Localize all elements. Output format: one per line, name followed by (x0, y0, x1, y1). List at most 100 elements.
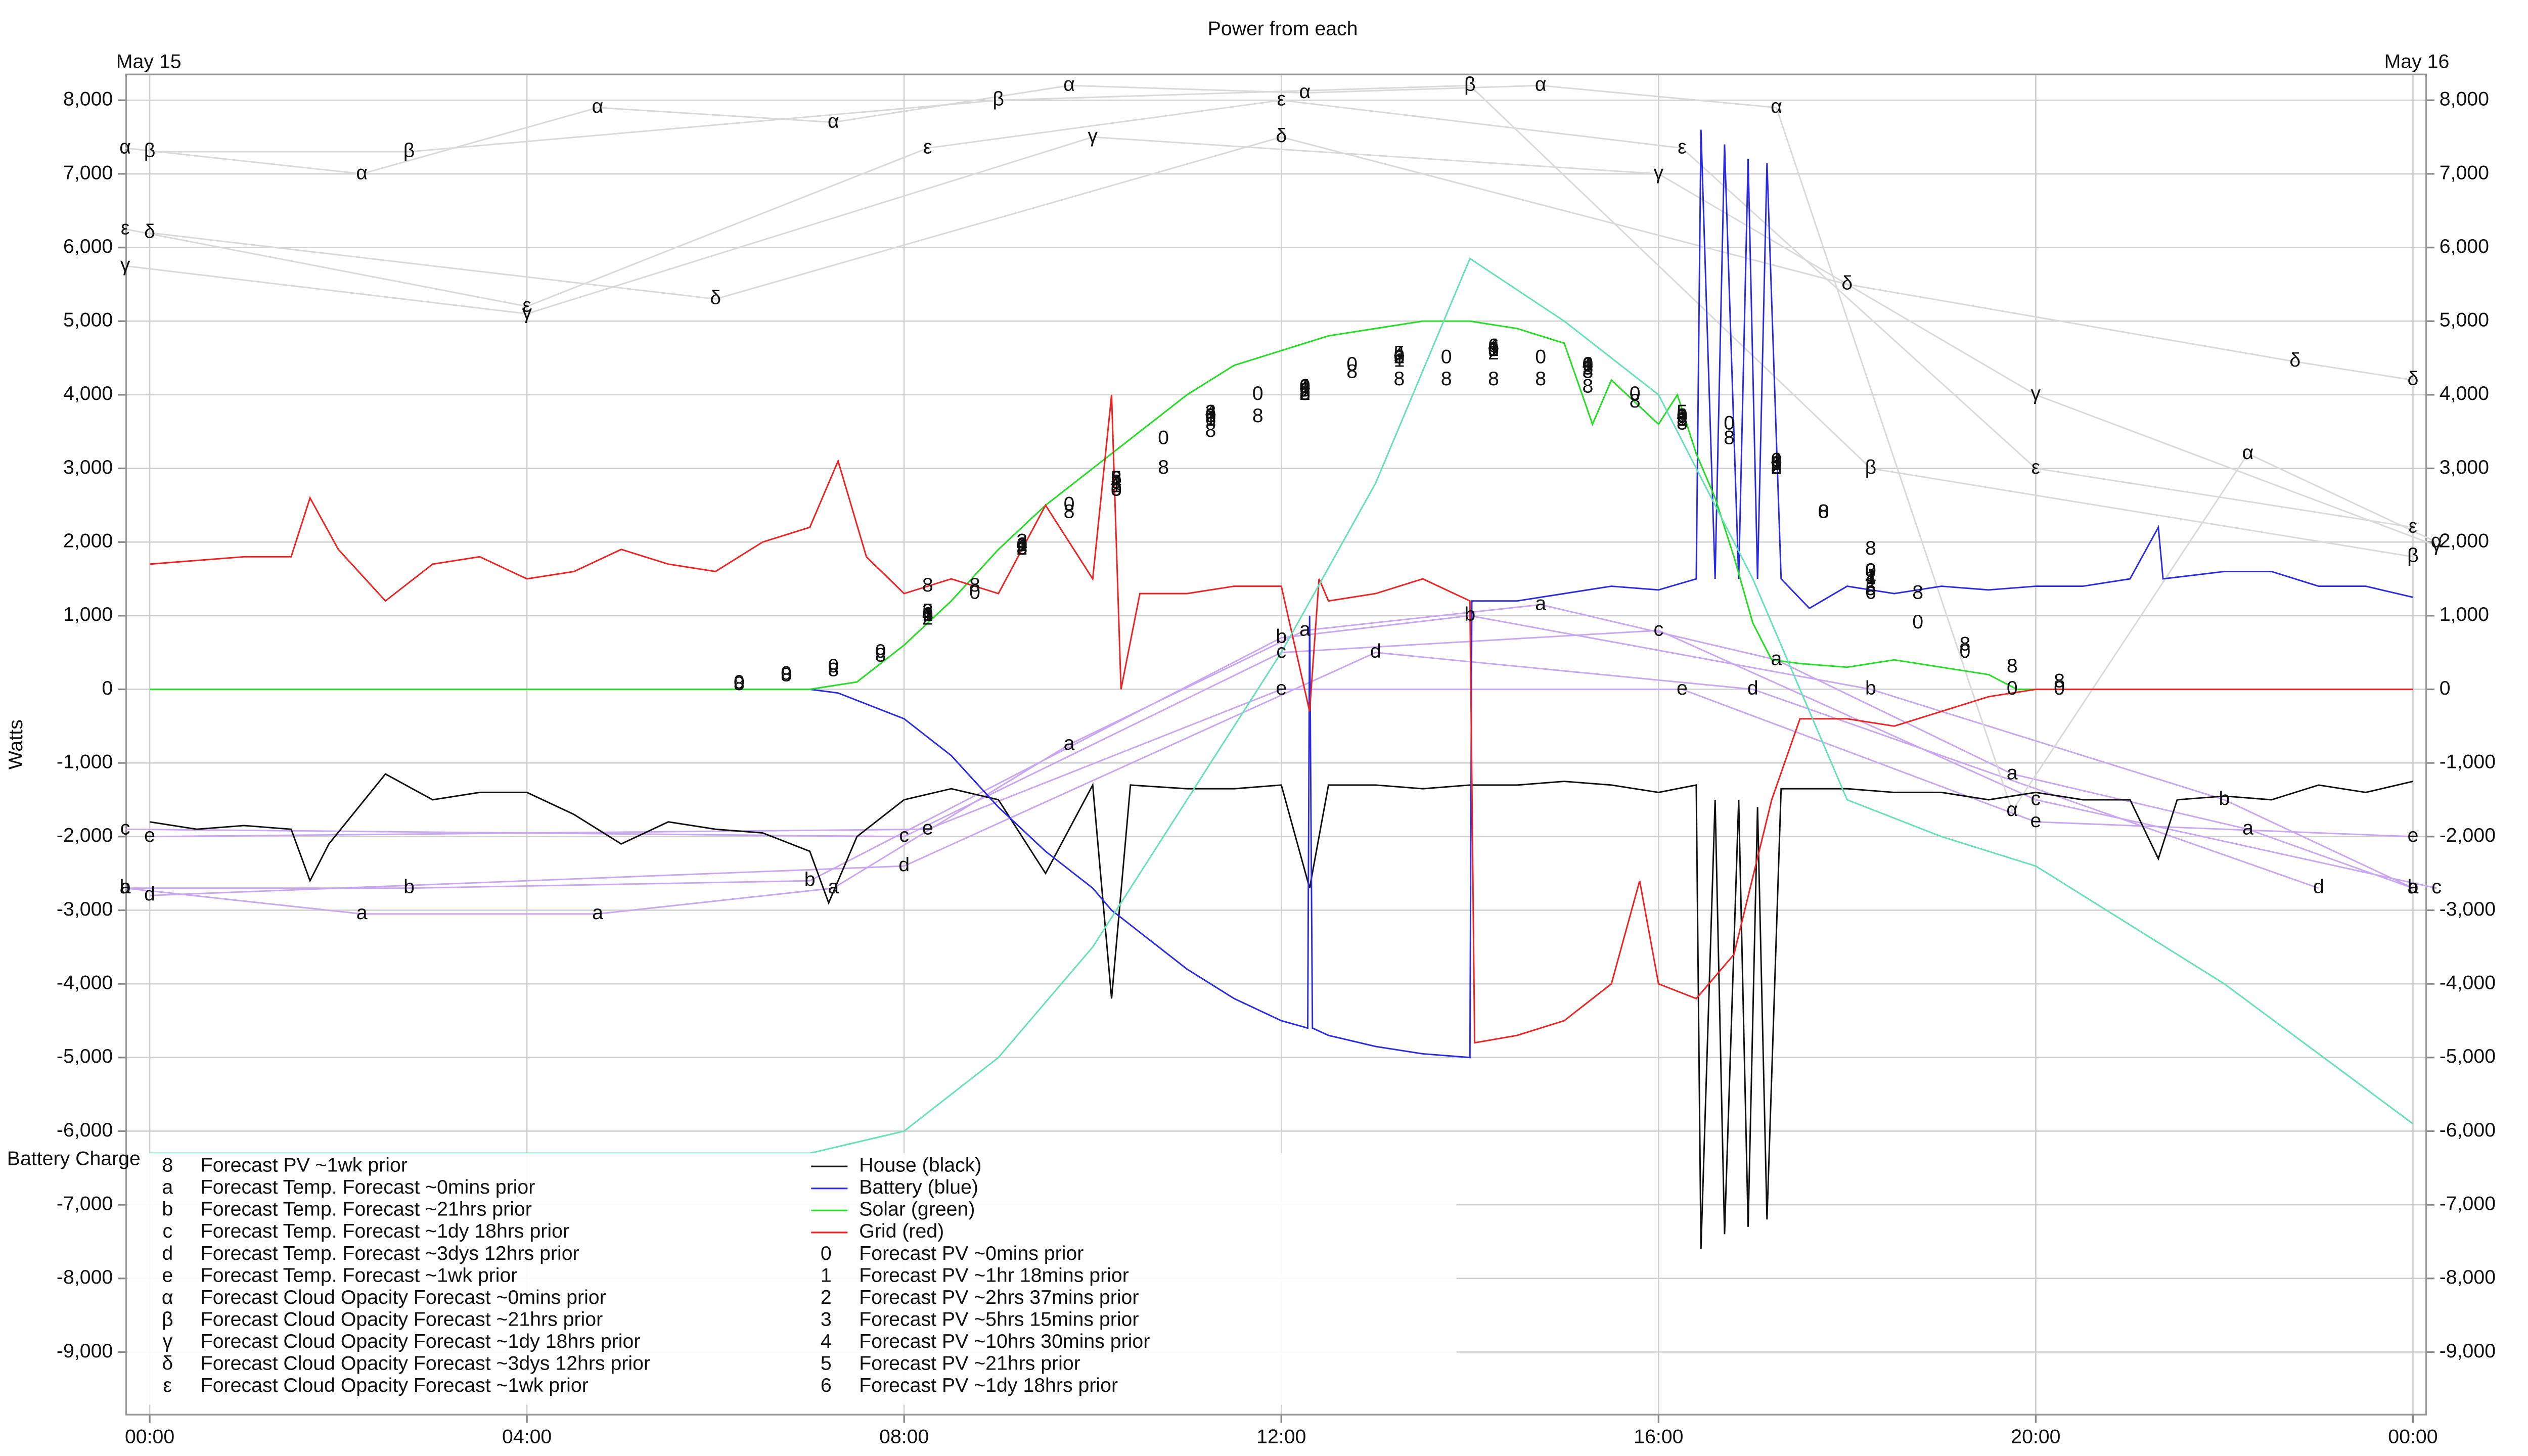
series-marker: a (1299, 618, 1311, 640)
series-marker: 5 (1016, 537, 1027, 559)
y-axis-label: Watts (5, 719, 27, 769)
legend-marker: 3 (821, 1308, 832, 1330)
series-marker: e (922, 817, 933, 839)
legend-label: Forecast Temp. Forecast ~1dy 18hrs prior (201, 1220, 569, 1242)
series-marker: d (1370, 640, 1381, 662)
series-marker: δ (1276, 124, 1287, 147)
series-marker: 0 (1960, 640, 1971, 662)
legend-marker: ε (163, 1374, 172, 1396)
y-tick-label-right: 6,000 (2440, 235, 2489, 257)
series-line (149, 773, 2413, 1249)
series-marker: 5 (922, 600, 933, 622)
series-marker: 3 (1205, 401, 1216, 423)
series-marker: 5 (1771, 452, 1782, 475)
series-marker: e (2408, 824, 2419, 846)
series-marker: 8 (1393, 368, 1405, 390)
series-marker: d (144, 883, 155, 905)
y-tick-label-right: 0 (2440, 677, 2451, 699)
series-marker: 0 (1064, 493, 1075, 515)
series-marker: 1 (1865, 566, 1876, 588)
y-tick-label: -9,000 (57, 1340, 113, 1362)
date-start: May 15 (116, 51, 182, 73)
series-marker: 8 (781, 664, 792, 686)
series-marker: c (899, 824, 909, 846)
series-marker: 0 (1818, 500, 1829, 522)
series-marker: 0 (1441, 345, 1452, 368)
series-marker: d (1747, 677, 1758, 699)
series-marker: 0 (969, 581, 980, 604)
series-marker: 8 (1016, 537, 1027, 559)
series-marker: 6 (1016, 533, 1027, 556)
series-marker: 6 (922, 603, 933, 625)
y-tick-label-right: -7,000 (2440, 1192, 2496, 1214)
series-marker: 0 (1016, 533, 1027, 556)
y-tick-label-right: 7,000 (2440, 161, 2489, 184)
legend-marker: c (162, 1220, 172, 1242)
series-marker: 6 (1393, 345, 1405, 368)
y-tick-label: 7,000 (63, 161, 113, 184)
y-tick-label-right: -5,000 (2440, 1045, 2496, 1067)
series-marker: c (2031, 787, 2041, 809)
legend-label: Forecast PV ~10hrs 30mins prior (859, 1330, 1150, 1352)
legend-label: Forecast Cloud Opacity Forecast ~21hrs p… (201, 1308, 603, 1330)
series-marker: 8 (922, 574, 933, 596)
series-marker: 2 (1016, 537, 1027, 559)
series-marker: a (1771, 648, 1782, 670)
series-marker: 8 (875, 644, 886, 666)
series-marker: 4 (1111, 471, 1122, 493)
series-marker: 8 (1535, 368, 1546, 390)
series-marker: 2 (1865, 574, 1876, 596)
legend-label: Grid (red) (859, 1220, 944, 1242)
series-marker: α (1771, 95, 1782, 117)
legend-label: Forecast PV ~5hrs 15mins prior (859, 1308, 1139, 1330)
series-marker: β (2407, 544, 2419, 567)
series-marker: 5 (1393, 342, 1405, 364)
legend-marker: 1 (821, 1264, 832, 1286)
series-marker: α (1299, 80, 1311, 103)
series-marker: 4 (1488, 335, 1499, 357)
series-marker: 5 (1583, 356, 1594, 379)
series-marker: b (1276, 625, 1287, 648)
series-marker: 8 (1299, 382, 1311, 404)
y-tick-label-right: 3,000 (2440, 456, 2489, 478)
y-tick-label-right: 1,000 (2440, 603, 2489, 625)
legend-marker: 2 (821, 1286, 832, 1308)
series-marker: a (2242, 817, 2253, 839)
series-marker: 8 (1205, 419, 1216, 441)
series-marker: a (1535, 592, 1546, 614)
series-marker: c (120, 817, 130, 839)
legend-marker: 4 (821, 1330, 832, 1352)
series-marker: b (120, 876, 131, 898)
series-marker: d (898, 853, 910, 876)
series-marker: 8 (1630, 390, 1641, 412)
y-tick-label: -8,000 (57, 1266, 113, 1288)
series-marker: 4 (1205, 401, 1216, 423)
series-marker: 8 (828, 658, 839, 680)
series-line (125, 615, 2414, 889)
y-tick-label: -4,000 (57, 971, 113, 993)
series-marker: 0 (1299, 375, 1311, 397)
y-tick-label: -7,000 (57, 1192, 113, 1214)
series-line (150, 689, 2413, 838)
legend-label: Forecast Cloud Opacity Forecast ~1dy 18h… (201, 1330, 641, 1352)
y-tick-label-right: -3,000 (2440, 898, 2496, 920)
series-marker: 6 (1677, 404, 1688, 427)
series-marker: 8 (1346, 360, 1358, 383)
y-tick-label: 3,000 (63, 456, 113, 478)
series-line (150, 320, 2413, 690)
series-marker: 5 (1677, 401, 1688, 423)
legend-marker: 8 (162, 1154, 173, 1176)
legend-marker: β (162, 1308, 173, 1330)
y-tick-label-right: -6,000 (2440, 1119, 2496, 1141)
x-tick-label: 00:00 (2388, 1425, 2437, 1447)
series-marker: δ (1841, 272, 1853, 294)
series-marker: 0 (1865, 559, 1876, 581)
legend-marker: α (162, 1286, 173, 1308)
series-marker: α (1063, 73, 1075, 95)
series-marker: 1 (1393, 349, 1405, 372)
series-marker: 3 (1016, 530, 1027, 552)
series-marker: 8 (1771, 456, 1782, 478)
series-marker: 0 (1393, 345, 1405, 368)
y-tick-label: 6,000 (63, 235, 113, 257)
legend-marker: 5 (821, 1352, 832, 1374)
